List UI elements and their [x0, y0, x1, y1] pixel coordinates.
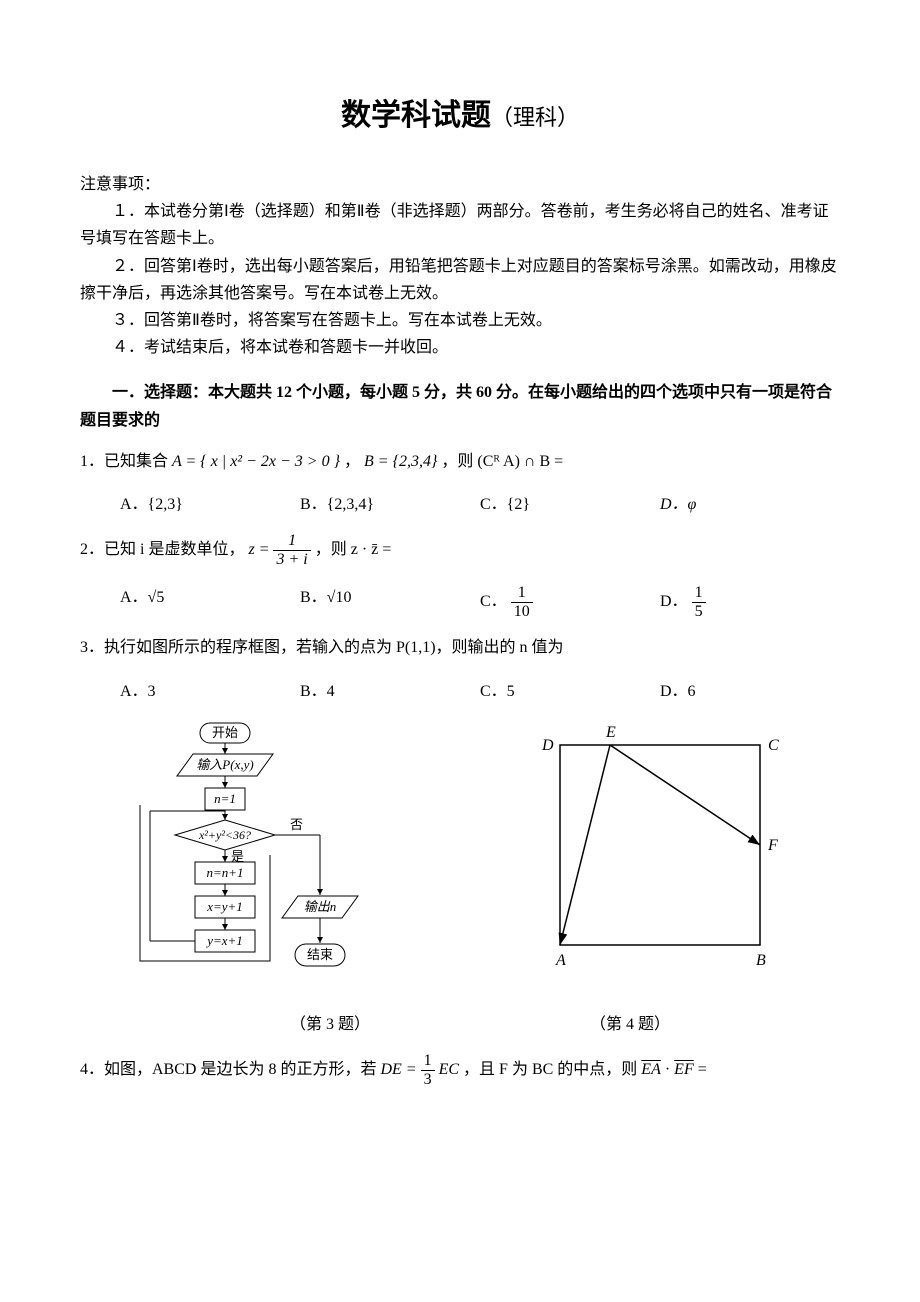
q4-frac: 1 3	[421, 1052, 435, 1088]
q1-options: A．{2,3} B．{2,3,4} C．{2} D．φ	[80, 491, 840, 518]
q1-pre: 1．已知集合	[80, 453, 172, 470]
q3-options: A．3 B．4 C．5 D．6	[80, 678, 840, 705]
q2-opt-d-pre: D．	[660, 593, 688, 610]
q1-mid: ，	[344, 453, 360, 470]
q1-opt-a: A．{2,3}	[120, 491, 300, 518]
page-title: 数学科试题（理科）	[80, 90, 840, 141]
q2-opt-b: B．√10	[300, 584, 480, 620]
q3-opt-d: D．6	[660, 678, 840, 705]
q4-ef-vec: EF	[674, 1061, 694, 1078]
svg-text:C: C	[768, 737, 779, 754]
svg-text:A: A	[555, 952, 566, 969]
q2c-num: 1	[511, 584, 533, 603]
svg-text:否: 否	[290, 817, 303, 832]
q3-opt-b: B．4	[300, 678, 480, 705]
figcap-4: （第 4 题）	[480, 1011, 780, 1038]
svg-text:F: F	[767, 837, 778, 854]
geometry-figure: D C A B E F	[510, 715, 810, 975]
q1-opt-c: C．{2}	[480, 491, 660, 518]
q1-set-b: B = {2,3,4}	[364, 453, 437, 470]
figure-captions: （第 3 题） （第 4 题）	[80, 1011, 840, 1038]
notice-heading: 注意事项：	[80, 171, 840, 198]
q4-mid: ，且 F 为 BC 的中点，则	[463, 1061, 641, 1078]
notice-item-2: ２．回答第Ⅰ卷时，选出每小题答案后，用铅笔把答题卡上对应题目的答案标号涂黑。如需…	[80, 253, 840, 307]
svg-text:y=x+1: y=x+1	[205, 933, 243, 948]
q2-frac-den: 3 + i	[273, 551, 310, 569]
q4-num: 1	[421, 1052, 435, 1071]
q4-eq: =	[698, 1061, 707, 1078]
q2-frac-num: 1	[273, 532, 310, 551]
question-2: 2．已知 i 是虚数单位， z = 1 3 + i ，则 z · z̄ =	[80, 532, 840, 568]
figcap-3: （第 3 题）	[180, 1011, 480, 1038]
q2-frac: 1 3 + i	[273, 532, 310, 568]
svg-text:D: D	[541, 737, 554, 754]
svg-text:n=1: n=1	[214, 791, 236, 806]
q3-opt-c: C．5	[480, 678, 660, 705]
q2-opt-d: D． 1 5	[660, 584, 840, 620]
q2-options: A．√5 B．√10 C． 1 10 D． 1 5	[80, 584, 840, 620]
q4-ea-vec: EA	[641, 1061, 661, 1078]
section-1-heading: 一．选择题：本大题共 12 个小题，每小题 5 分，共 60 分。在每小题给出的…	[80, 379, 840, 433]
svg-text:B: B	[756, 952, 766, 969]
notice-item-3: ３．回答第Ⅱ卷时，将答案写在答题卡上。写在本试卷上无效。	[80, 307, 840, 334]
figure-row: 开始输入P(x,y)n=1x²+y²<36?否输出n结束是n=n+1x=y+1y…	[80, 715, 840, 1005]
question-3: 3．执行如图所示的程序框图，若输入的点为 P(1,1)，则输出的 n 值为	[80, 634, 840, 661]
q4-pre: 4．如图，ABCD 是边长为 8 的正方形，若	[80, 1061, 380, 1078]
q4-den: 3	[421, 1071, 435, 1089]
q2-opt-c-pre: C．	[480, 593, 507, 610]
question-4: 4．如图，ABCD 是边长为 8 的正方形，若 DE = 1 3 EC ，且 F…	[80, 1052, 840, 1088]
q1-opt-d: D．φ	[660, 491, 840, 518]
q2-opt-d-frac: 1 5	[692, 584, 706, 620]
svg-text:E: E	[605, 724, 616, 741]
q1-opt-b: B．{2,3,4}	[300, 491, 480, 518]
svg-text:x²+y²<36?: x²+y²<36?	[198, 828, 251, 842]
q1-set-a: A = { x | x² − 2x − 3 > 0 }	[172, 453, 340, 470]
q2c-den: 10	[511, 603, 533, 621]
svg-text:x=y+1: x=y+1	[206, 899, 243, 914]
q2d-num: 1	[692, 584, 706, 603]
notice-item-1: １．本试卷分第Ⅰ卷（选择题）和第Ⅱ卷（非选择题）两部分。答卷前，考生务必将自己的…	[80, 198, 840, 252]
q2d-den: 5	[692, 603, 706, 621]
q2-opt-c: C． 1 10	[480, 584, 660, 620]
q4-de: DE =	[380, 1061, 420, 1078]
q2-opt-c-frac: 1 10	[511, 584, 533, 620]
q2-z: z =	[248, 541, 273, 558]
q2-pre: 2．已知 i 是虚数单位，	[80, 541, 244, 558]
notice-item-4: ４．考试结束后，将本试卷和答题卡一并收回。	[80, 334, 840, 361]
question-1: 1．已知集合 A = { x | x² − 2x − 3 > 0 } ， B =…	[80, 448, 840, 475]
flowchart-figure: 开始输入P(x,y)n=1x²+y²<36?否输出n结束是n=n+1x=y+1y…	[130, 715, 390, 1005]
svg-text:结束: 结束	[307, 947, 333, 962]
svg-text:n=n+1: n=n+1	[206, 865, 243, 880]
q4-ec: EC	[439, 1061, 459, 1078]
q4-dot: ·	[665, 1061, 674, 1078]
title-sub: （理科）	[491, 105, 579, 130]
svg-text:开始: 开始	[212, 725, 238, 740]
q2-tail: ，则 z · z̄ =	[315, 541, 392, 558]
svg-text:输入P(x,y): 输入P(x,y)	[196, 757, 253, 772]
q1-tail: ，则 (Cᴿ A) ∩ B =	[441, 453, 563, 470]
svg-text:输出n: 输出n	[304, 899, 337, 914]
q2-opt-a: A．√5	[120, 584, 300, 620]
q3-opt-a: A．3	[120, 678, 300, 705]
title-main: 数学科试题	[341, 99, 491, 132]
